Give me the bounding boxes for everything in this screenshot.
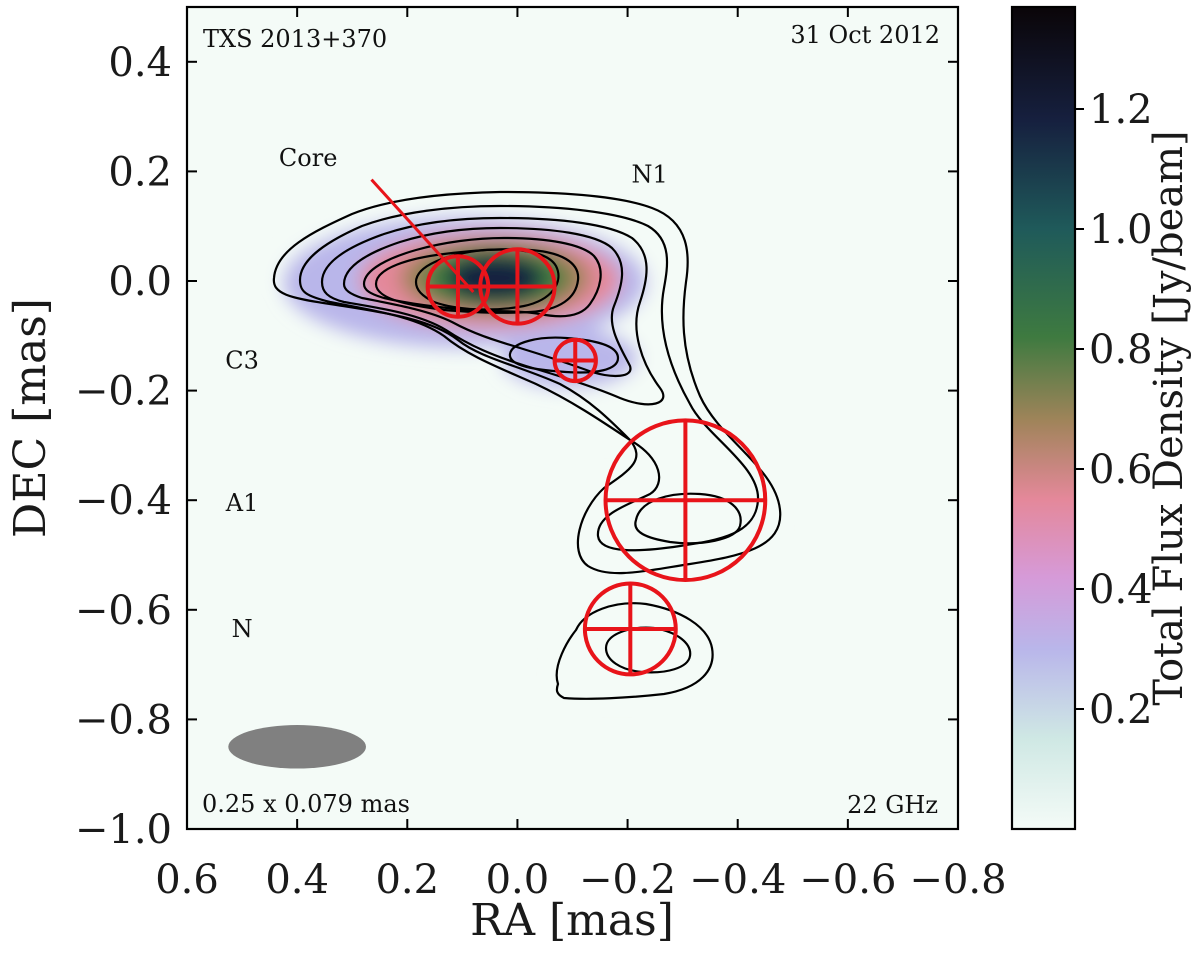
x-tick-label: −0.2 <box>579 857 676 903</box>
model-components <box>425 247 768 677</box>
model-component <box>478 247 557 326</box>
contour-a1-inner <box>634 492 742 545</box>
component-label-a1: A1 <box>225 489 259 517</box>
model-component <box>603 418 768 583</box>
y-tick-label: −0.6 <box>75 588 172 634</box>
x-axis: 0.6 0.4 0.2 0.0 −0.2 −0.4 −0.6 −0.8 <box>155 7 1007 903</box>
colorbar-tick-label: 1.0 <box>1089 207 1153 253</box>
contour-secondary <box>508 336 620 374</box>
contour-3 <box>320 216 665 406</box>
x-tick-label: −0.8 <box>909 857 1006 903</box>
component-label-core: Core <box>279 144 338 172</box>
y-tick-label: −0.4 <box>75 478 172 524</box>
colorbar-tick-label: 0.2 <box>1089 687 1153 733</box>
plot-frame <box>185 5 960 831</box>
x-tick-label: 0.6 <box>155 857 219 903</box>
contour-5 <box>362 236 602 318</box>
plot-area <box>187 7 958 829</box>
colorbar <box>1010 5 1077 831</box>
y-tick-label: −0.2 <box>75 369 172 415</box>
colorbar-tick-label: 0.4 <box>1089 567 1153 613</box>
source-name: TXS 2013+370 <box>203 25 387 53</box>
contour-n-outer <box>555 602 714 700</box>
y-axis-label: DEC [mas] <box>5 298 56 538</box>
y-tick-label: −0.8 <box>75 697 172 743</box>
x-tick-label: −0.4 <box>689 857 786 903</box>
beam-ellipse <box>228 725 366 769</box>
frequency-label: 22 GHz <box>847 791 938 819</box>
beam-label: 0.25 x 0.079 mas <box>202 790 410 818</box>
x-axis-label: RA [mas] <box>470 895 674 946</box>
colorbar-tick-label: 0.6 <box>1089 447 1153 493</box>
component-label-n: N <box>232 615 253 643</box>
y-tick-label: 0.4 <box>108 40 172 86</box>
observation-date: 31 Oct 2012 <box>790 21 940 49</box>
contour-4 <box>342 226 632 378</box>
colorbar-ticks: 0.2 0.4 0.6 0.8 1.0 1.2 <box>1075 87 1153 733</box>
contour-1 <box>272 190 782 575</box>
model-component <box>552 337 598 384</box>
x-tick-label: 0.2 <box>375 857 439 903</box>
contour-6 <box>374 248 580 314</box>
emission-secondary <box>502 328 638 388</box>
y-tick-label: 0.2 <box>108 149 172 195</box>
component-labels: Core N1 C3 A1 N <box>225 144 668 643</box>
colorbar-tick-label: 0.8 <box>1089 327 1153 373</box>
model-component <box>582 581 678 677</box>
component-label-c3: C3 <box>225 347 259 375</box>
x-tick-label: −0.6 <box>799 857 896 903</box>
y-tick-label: −1.0 <box>75 807 172 853</box>
x-tick-label: 0.4 <box>265 857 329 903</box>
component-label-n1: N1 <box>631 160 667 188</box>
colorbar-tick-label: 1.2 <box>1089 87 1153 133</box>
y-axis: 0.4 0.2 0.0 −0.2 −0.4 −0.6 −0.8 −1.0 <box>75 40 958 853</box>
y-tick-label: 0.0 <box>108 259 172 305</box>
colorbar-label: Total Flux Density [Jy/beam] <box>1146 130 1192 705</box>
x-tick-label: 0.0 <box>486 857 550 903</box>
